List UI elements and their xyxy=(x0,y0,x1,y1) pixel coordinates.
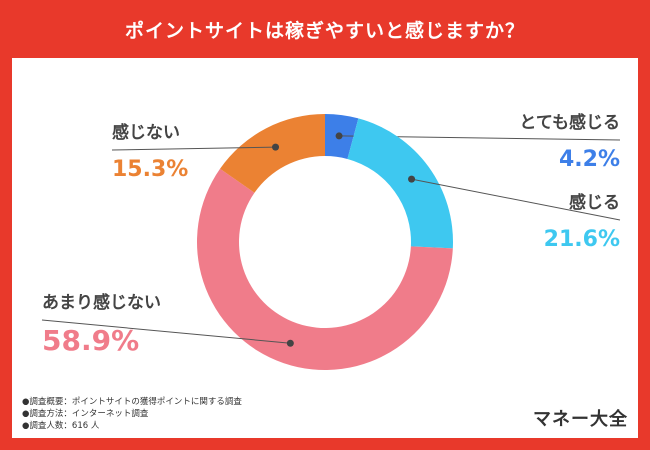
slice-value-label: 15.3% xyxy=(112,157,188,182)
leader-line xyxy=(41,319,291,344)
leader-dot xyxy=(272,143,280,151)
chart-card: とても感じる 4.2% 感じる 21.6% あまり感じない 58.9% 感じない 15.3% … xyxy=(12,58,638,438)
note-method: ●調査方法：インターネット調査 xyxy=(22,409,149,419)
slice-label: あまり感じない xyxy=(42,292,161,313)
donut-slice xyxy=(347,118,453,249)
slice-value-label: 21.6% xyxy=(544,227,620,252)
leader-line xyxy=(111,146,276,151)
brand-logo-text: マネー大全 xyxy=(533,409,628,430)
slice-value-label: 58.9% xyxy=(42,324,139,357)
leader-dot xyxy=(335,132,343,140)
survey-notes: ●調査概要：ポイントサイトの獲得ポイントに関する調査 ●調査方法：インターネット… xyxy=(22,396,242,432)
leader-dot xyxy=(286,339,294,347)
note-overview: ●調査概要：ポイントサイトの獲得ポイントに関する調査 xyxy=(22,397,242,407)
slice-label: 感じない xyxy=(112,122,180,143)
slice-label: とても感じる xyxy=(519,112,620,133)
donut-slice xyxy=(196,168,453,371)
chart-title: ポイントサイトは稼ぎやすいと感じますか？ xyxy=(124,19,525,42)
leader-dot xyxy=(408,175,416,183)
slice-label: 感じる xyxy=(569,192,620,213)
leader-line xyxy=(411,178,621,221)
donut-chart: とても感じる 4.2% 感じる 21.6% あまり感じない 58.9% 感じない 15.3% xyxy=(41,112,621,371)
note-count: ●調査人数：616 人 xyxy=(22,421,100,431)
donut-slice xyxy=(220,114,325,193)
slice-value-label: 4.2% xyxy=(559,147,620,172)
